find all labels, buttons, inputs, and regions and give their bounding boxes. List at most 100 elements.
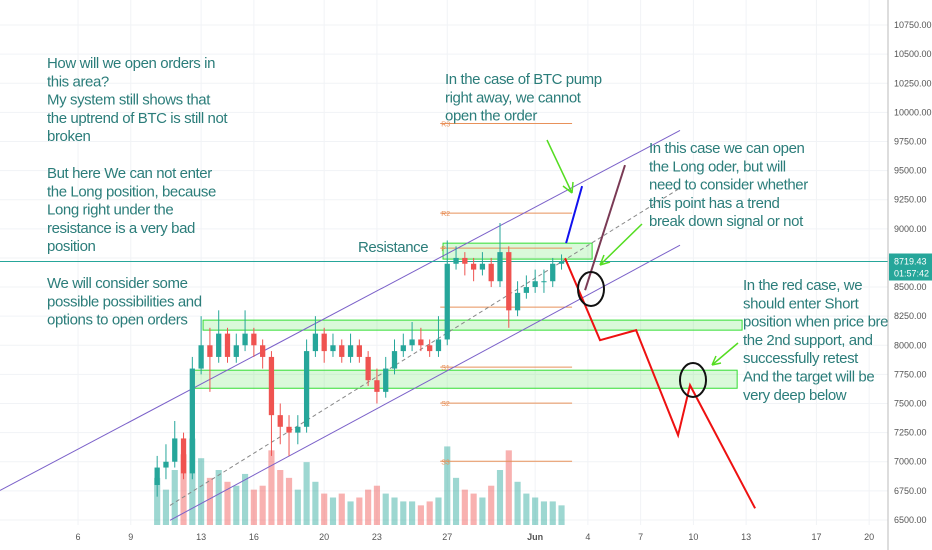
candle-body [207, 345, 213, 357]
candle-body [312, 333, 319, 352]
annotation-text: How will we open orders in [47, 55, 215, 72]
x-tick-label: 13 [741, 532, 751, 542]
volume-bar [250, 489, 257, 525]
candle-body [154, 467, 160, 486]
volume-bar [382, 493, 389, 525]
volume-bar [215, 470, 222, 525]
candle-body [216, 333, 222, 357]
candle-body [180, 438, 187, 474]
y-tick-label: 8500.00 [894, 282, 927, 292]
annotation-text: should enter Short [743, 295, 860, 312]
volume-bar [470, 493, 477, 525]
channel-line [0, 129, 681, 491]
candle-body [347, 345, 354, 357]
annotation-text: this area? [47, 73, 109, 90]
annotation-text: possible possibilities and [47, 293, 202, 310]
candle-body [470, 263, 477, 270]
y-tick-label: 6750.00 [894, 486, 927, 496]
volume-bar [338, 493, 345, 525]
annotation-text: right away, we cannot [445, 89, 582, 106]
scenario-line [565, 185, 584, 244]
candle-body [286, 426, 292, 433]
annotation-text: resistance is a very bad [47, 220, 195, 237]
candle-body [453, 257, 459, 264]
candle-body [365, 356, 371, 381]
circle-marker [679, 362, 707, 398]
decorations [546, 139, 739, 398]
volume-bar [268, 450, 275, 525]
volume-bar [514, 481, 521, 525]
candle-body [383, 368, 389, 392]
candle-body [268, 356, 275, 416]
volume-bar [171, 470, 178, 525]
arrow [599, 223, 643, 266]
arrow [711, 342, 739, 366]
candle-body [400, 345, 406, 352]
volume-bar [426, 501, 433, 525]
annotation-text: the 2nd support, and [743, 332, 873, 349]
zone [442, 242, 593, 260]
x-tick-label: 23 [372, 532, 382, 542]
x-tick-label: 16 [249, 532, 259, 542]
volume-bar [558, 505, 565, 525]
annotation-text: the Long position, because [47, 183, 216, 200]
volume-bar [180, 454, 187, 525]
volume-bar [549, 501, 556, 525]
x-tick-label: 20 [319, 532, 329, 542]
volume-bar [417, 505, 424, 525]
circle-marker [577, 271, 605, 307]
candle-body [514, 292, 521, 311]
candle-body [321, 333, 327, 352]
volume-bar [409, 501, 416, 525]
volume-bar [321, 493, 328, 525]
y-tick-label: 7750.00 [894, 369, 927, 379]
annotation-text: options to open orders [47, 312, 187, 329]
y-tick-label: 6500.00 [894, 515, 927, 525]
volume-bar [540, 501, 548, 525]
volume-bar [479, 497, 486, 525]
y-tick-label: 8000.00 [894, 340, 927, 350]
channel-line [169, 187, 681, 506]
annotation-text: position [47, 238, 96, 255]
volume-bar [285, 477, 293, 525]
annotation-text: break down signal or not [649, 213, 804, 230]
volume-bar [154, 477, 161, 525]
annotation-text: very deep below [743, 387, 847, 404]
candle-body [172, 438, 178, 462]
volume-bar [400, 501, 407, 525]
candle-body [488, 263, 494, 282]
candle-body [427, 345, 433, 352]
y-tick-label: 9000.00 [894, 224, 927, 234]
scenario-line [564, 257, 756, 509]
pivot-label: R3 [441, 121, 450, 128]
volume-bar [224, 481, 231, 525]
candle-body [541, 281, 547, 283]
annotation-text: In the case of BTC pump [445, 71, 602, 88]
candle-body [198, 345, 204, 369]
zone [202, 319, 743, 331]
annotation-text: the uptrend of BTC is still not [47, 110, 228, 127]
volume-bar [198, 458, 205, 525]
volume-bar [329, 497, 337, 525]
candle-body [233, 345, 239, 357]
volume-bar [365, 489, 372, 525]
annotation-text: Long right under the [47, 202, 173, 219]
volume-bar [435, 497, 442, 525]
pivot-label: S2 [441, 401, 450, 408]
channel-line [169, 244, 681, 521]
scenario-line [584, 164, 626, 291]
volume-bar [162, 489, 170, 525]
volume-bar [532, 497, 539, 525]
candle-body [444, 263, 450, 340]
volume-bar [444, 446, 451, 525]
candle-body [523, 287, 530, 293]
annotation-text: And the target will be [743, 369, 874, 386]
candle-body [330, 345, 336, 352]
candle-body [532, 281, 538, 288]
volume-bar [496, 470, 504, 525]
annotation-text: this point has a trend [649, 195, 780, 212]
y-tick-label: 10000.00 [894, 107, 932, 117]
candle-body [356, 345, 362, 357]
